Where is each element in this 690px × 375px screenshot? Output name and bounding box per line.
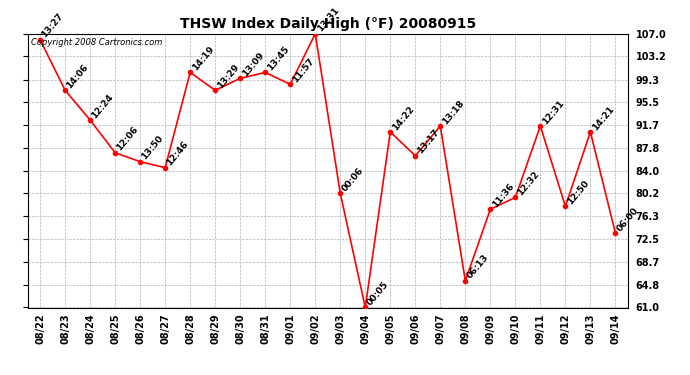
Text: 12:24: 12:24 <box>90 92 115 120</box>
Text: 12:06: 12:06 <box>115 125 140 153</box>
Title: THSW Index Daily High (°F) 20080915: THSW Index Daily High (°F) 20080915 <box>179 17 476 31</box>
Text: 13:09: 13:09 <box>240 51 266 78</box>
Text: 14:19: 14:19 <box>190 45 216 72</box>
Text: 13:27: 13:27 <box>40 12 66 40</box>
Text: 06:00: 06:00 <box>615 206 640 233</box>
Text: 12:31: 12:31 <box>540 98 566 126</box>
Text: 14:21: 14:21 <box>591 104 615 132</box>
Text: 14:22: 14:22 <box>391 104 415 132</box>
Text: 12:32: 12:32 <box>515 170 541 197</box>
Text: 12:50: 12:50 <box>565 179 591 206</box>
Text: 13:29: 13:29 <box>215 63 241 90</box>
Text: 13:17: 13:17 <box>415 128 441 156</box>
Text: 13:50: 13:50 <box>140 134 166 162</box>
Text: 12:46: 12:46 <box>165 140 190 168</box>
Text: 11:57: 11:57 <box>290 57 315 84</box>
Text: 11:36: 11:36 <box>491 182 515 209</box>
Text: 14:06: 14:06 <box>65 63 90 90</box>
Text: 00:06: 00:06 <box>340 166 365 193</box>
Text: 13:18: 13:18 <box>440 98 466 126</box>
Text: 13:45: 13:45 <box>265 45 290 72</box>
Text: 00:05: 00:05 <box>365 280 391 308</box>
Text: 13:31: 13:31 <box>315 6 341 34</box>
Text: 06:13: 06:13 <box>465 253 491 281</box>
Text: Copyright 2008 Cartronics.com: Copyright 2008 Cartronics.com <box>30 38 162 47</box>
